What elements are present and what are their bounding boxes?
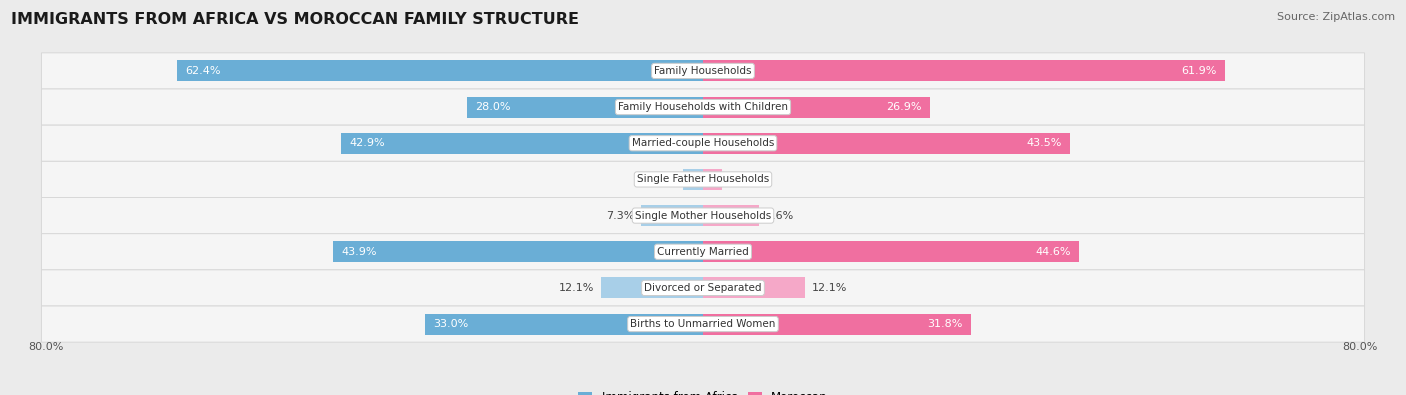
FancyBboxPatch shape [41, 125, 1365, 161]
Text: 7.3%: 7.3% [606, 211, 634, 220]
Bar [703, 314, 972, 335]
Text: 28.0%: 28.0% [475, 102, 510, 112]
Bar [703, 133, 1070, 154]
Text: 61.9%: 61.9% [1181, 66, 1216, 76]
Text: 6.6%: 6.6% [765, 211, 793, 220]
Text: 80.0%: 80.0% [1343, 342, 1378, 352]
FancyBboxPatch shape [41, 270, 1365, 306]
Text: IMMIGRANTS FROM AFRICA VS MOROCCAN FAMILY STRUCTURE: IMMIGRANTS FROM AFRICA VS MOROCCAN FAMIL… [11, 12, 579, 27]
Text: 42.9%: 42.9% [350, 138, 385, 148]
FancyBboxPatch shape [41, 53, 1365, 89]
FancyBboxPatch shape [41, 234, 1365, 270]
Bar [683, 169, 703, 190]
Text: 12.1%: 12.1% [558, 283, 595, 293]
Bar [703, 205, 759, 226]
Bar [467, 97, 703, 118]
Bar [333, 241, 703, 262]
Text: 2.4%: 2.4% [648, 175, 676, 184]
Text: Births to Unmarried Women: Births to Unmarried Women [630, 319, 776, 329]
Text: Single Father Households: Single Father Households [637, 175, 769, 184]
Bar [703, 97, 929, 118]
Text: Source: ZipAtlas.com: Source: ZipAtlas.com [1277, 12, 1395, 22]
Bar [703, 60, 1225, 81]
Text: 43.9%: 43.9% [342, 247, 377, 257]
Bar [600, 277, 703, 298]
Bar [342, 133, 703, 154]
FancyBboxPatch shape [41, 89, 1365, 125]
Text: Divorced or Separated: Divorced or Separated [644, 283, 762, 293]
Text: Single Mother Households: Single Mother Households [636, 211, 770, 220]
Text: 43.5%: 43.5% [1026, 138, 1062, 148]
Bar [177, 60, 703, 81]
Text: 80.0%: 80.0% [28, 342, 63, 352]
Legend: Immigrants from Africa, Moroccan: Immigrants from Africa, Moroccan [575, 387, 831, 395]
FancyBboxPatch shape [41, 198, 1365, 234]
Text: Family Households: Family Households [654, 66, 752, 76]
Bar [425, 314, 703, 335]
Text: 62.4%: 62.4% [186, 66, 221, 76]
Bar [703, 277, 806, 298]
Text: Married-couple Households: Married-couple Households [631, 138, 775, 148]
Text: 2.2%: 2.2% [728, 175, 756, 184]
Bar [703, 241, 1080, 262]
Text: 12.1%: 12.1% [811, 283, 848, 293]
Text: Currently Married: Currently Married [657, 247, 749, 257]
Text: 33.0%: 33.0% [433, 319, 468, 329]
Bar [703, 169, 721, 190]
FancyBboxPatch shape [41, 306, 1365, 342]
Text: 44.6%: 44.6% [1035, 247, 1071, 257]
Text: Family Households with Children: Family Households with Children [619, 102, 787, 112]
Text: 26.9%: 26.9% [886, 102, 921, 112]
Bar [641, 205, 703, 226]
FancyBboxPatch shape [41, 161, 1365, 198]
Text: 31.8%: 31.8% [928, 319, 963, 329]
